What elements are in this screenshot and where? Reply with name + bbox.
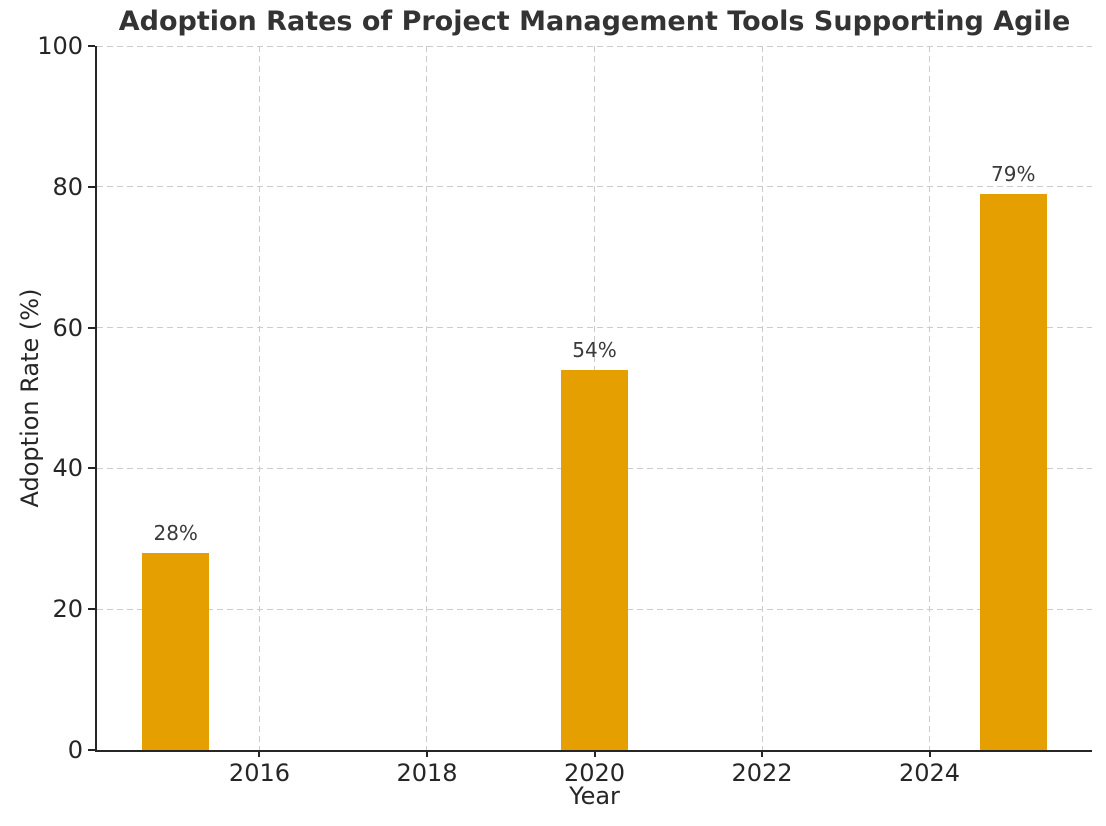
y-tick-label: 60 [52,313,83,342]
x-tick-mark [425,750,428,757]
plot-area: 28% 54% 79% 0 20 40 60 80 100 2016 2018 2020 2022 202… [37,32,1092,787]
y-tick-mark [88,467,95,470]
x-tick-label: 2020 [563,759,626,787]
y-tick-mark [88,749,95,751]
v-gridline [426,46,428,750]
x-tick-label: 2018 [396,759,458,787]
bar-value-label: 79% [991,161,1036,186]
y-tick-label: 40 [52,454,83,483]
bar-value-label: 54% [572,337,617,362]
y-tick-label: 80 [52,172,83,201]
x-axis-label: Year [569,782,620,810]
x-tick-mark [761,750,763,757]
x-tick-label: 2022 [731,759,793,787]
bar [560,369,628,750]
y-tick-label: 20 [52,595,83,624]
chart-title: Adoption Rates of Project Management Too… [118,6,1071,37]
y-tick-mark [88,185,95,188]
y-axis-label: Adoption Rate (%) [16,288,44,508]
x-tick-mark [928,750,931,757]
x-tick-mark [258,750,261,757]
y-tick-mark [88,326,95,329]
bar [979,193,1047,750]
y-tick-mark [88,45,95,47]
v-gridline [761,46,763,750]
x-tick-mark [593,750,596,757]
v-gridline [258,46,260,750]
v-gridline [929,46,931,750]
x-tick-label: 2016 [228,759,290,787]
y-tick-label: 0 [67,736,83,764]
y-axis-spine [95,46,97,752]
bar [142,552,210,750]
y-tick-label: 100 [37,32,83,60]
bar-value-label: 28% [153,520,198,545]
y-tick-mark [88,608,95,611]
x-tick-label: 2024 [898,759,961,787]
